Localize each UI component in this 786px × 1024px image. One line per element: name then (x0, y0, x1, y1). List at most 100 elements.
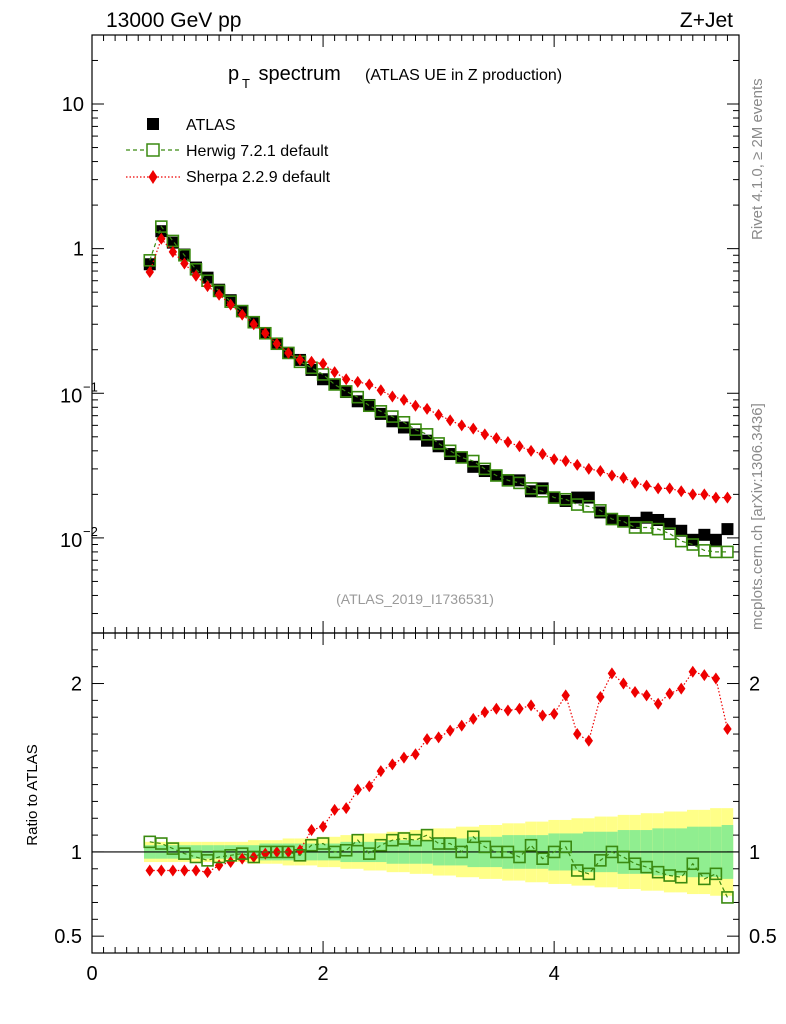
herwig-data-point (339, 843, 353, 857)
sherpa-data-point (561, 689, 570, 702)
ratio-panel-frame (91, 632, 740, 954)
sherpa-data-point (180, 864, 189, 877)
sherpa-data-point (180, 257, 189, 270)
sherpa-data-point (711, 491, 721, 504)
herwig-series-line (149, 225, 728, 553)
mcplots-label: mcplots.cern.ch [arXiv:1306.3436] (749, 403, 766, 630)
ratio-xtick-label: 2 (318, 963, 329, 985)
sherpa-data-point (723, 723, 732, 735)
sherpa-data-point (492, 702, 501, 715)
ratio-ytick-label-left: 2 (71, 674, 82, 696)
sherpa-data-point (688, 665, 697, 678)
herwig-data-point (721, 545, 734, 559)
sherpa-data-point (503, 436, 513, 449)
sherpa-data-point (642, 689, 651, 702)
herwig-series-line (149, 834, 728, 898)
sherpa-data-point (422, 733, 432, 746)
ratio-uncertainty-bands (92, 808, 739, 896)
main-ytick-label: 10 (62, 94, 84, 116)
herwig-data-point (351, 833, 365, 847)
herwig-data-point (721, 891, 734, 904)
atlas-data-point (698, 528, 711, 541)
sherpa-data-point (549, 453, 559, 466)
atlas-data-point (721, 523, 734, 536)
sherpa-data-point (630, 476, 640, 489)
ratio-xtick-label: 0 (86, 963, 97, 985)
sherpa-data-point (445, 414, 455, 427)
sherpa-data-point (157, 864, 166, 877)
ratio-ylabel: Ratio to ATLAS (24, 744, 41, 845)
herwig-data-point (674, 870, 688, 884)
sherpa-data-point (596, 465, 605, 478)
sherpa-data-point (157, 232, 166, 245)
sherpa-data-point (677, 682, 686, 695)
sherpa-data-point (434, 408, 443, 421)
ratio-ytick-label-left: 0.5 (54, 926, 82, 948)
herwig-data-point (686, 857, 700, 871)
sherpa-data-point (353, 375, 362, 388)
main-ytick-label-base: 10 (60, 530, 82, 552)
sherpa-data-point (573, 728, 582, 741)
legend: ATLAS Herwig 7.2.1 default Sherpa 2.2.9 … (126, 117, 331, 186)
atlas-data-point (166, 236, 179, 249)
atlas-data-point (582, 491, 595, 504)
main-ytick-label: 10 −1 (60, 379, 98, 407)
herwig-data-point (432, 437, 445, 450)
sherpa-data-point (492, 432, 501, 445)
herwig-data-point (155, 220, 168, 233)
sherpa-data-point (365, 378, 374, 391)
sherpa-series-line (149, 237, 728, 499)
sherpa-data-point (480, 706, 490, 719)
sherpa-data-point (388, 390, 397, 403)
sherpa-data-point (411, 399, 420, 412)
atlas-data-point (432, 440, 445, 453)
sherpa-data-point (665, 482, 674, 495)
ratio-ytick-label-right: 0.5 (749, 926, 777, 948)
sherpa-data-point (445, 724, 455, 737)
legend-atlas-label: ATLAS (186, 117, 236, 134)
sherpa-data-point (411, 748, 420, 761)
sherpa-data-point (607, 667, 617, 680)
sherpa-data-point (607, 469, 617, 482)
main-ytick-label: 1 (73, 239, 84, 261)
ratio-ytick-label-left: 1 (71, 842, 82, 864)
atlas-data-point (155, 225, 168, 238)
sherpa-data-point (284, 845, 293, 858)
herwig-data-point (524, 838, 538, 852)
sherpa-data-point (457, 419, 466, 432)
sherpa-data-point (503, 704, 513, 717)
sherpa-data-point (688, 488, 697, 501)
atlas-data-point (455, 451, 468, 464)
sherpa-data-point (261, 327, 270, 340)
sherpa-data-point (480, 428, 490, 441)
main-ytick-label-base: 1 (73, 239, 84, 261)
sherpa-data-point (723, 491, 732, 504)
herwig-data-point (351, 390, 365, 404)
herwig-data-point (362, 847, 376, 860)
sherpa-data-point (203, 280, 212, 293)
atlas-data-point (374, 407, 387, 420)
sherpa-data-point (630, 685, 640, 698)
herwig-data-point (316, 837, 330, 850)
sherpa-data-point (376, 384, 386, 397)
sherpa-data-point (249, 318, 258, 331)
sherpa-data-point (653, 697, 663, 710)
sherpa-data-point (226, 298, 235, 311)
sherpa-data-point (191, 864, 201, 877)
herwig-data-point (594, 854, 607, 867)
sherpa-data-point (272, 337, 282, 350)
sherpa-data-point (399, 393, 409, 406)
sherpa-data-point (237, 308, 247, 321)
atlas-data-point (617, 515, 630, 528)
sherpa-data-point (700, 669, 709, 682)
herwig-data-point (466, 454, 480, 468)
sherpa-data-point (619, 677, 628, 690)
sherpa-data-point (422, 402, 432, 415)
ratio-series (143, 665, 734, 904)
herwig-data-point (709, 867, 723, 881)
atlas-data-point (525, 485, 538, 498)
sherpa-data-point (526, 699, 536, 712)
sherpa-data-point (653, 482, 663, 495)
herwig-data-point (397, 415, 411, 429)
